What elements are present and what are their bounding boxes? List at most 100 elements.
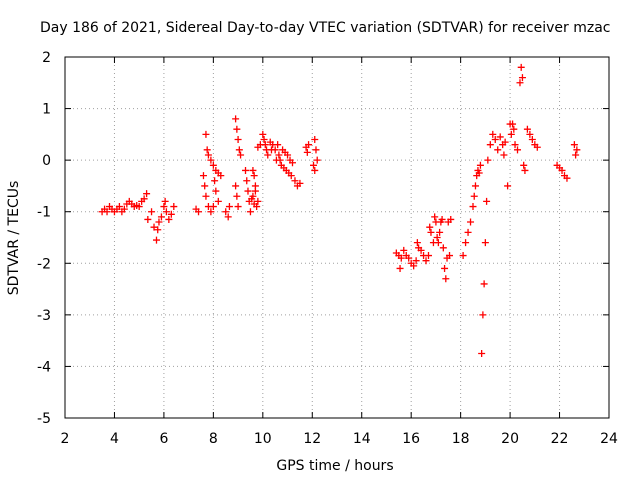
data-point (480, 280, 488, 288)
x-axis-label: GPS time / hours (276, 458, 393, 474)
data-point (120, 205, 128, 213)
data-point (312, 146, 320, 154)
data-point (207, 156, 215, 164)
data-point (233, 125, 241, 133)
data-point (413, 239, 421, 247)
chart-title: Day 186 of 2021, Sidereal Day-to-day VTE… (40, 20, 611, 36)
data-point (563, 174, 571, 182)
data-point (510, 125, 518, 133)
data-point (209, 161, 217, 169)
x-tick-label: 24 (600, 431, 618, 447)
y-tick-label: 2 (42, 50, 51, 66)
data-point (211, 177, 219, 185)
data-point (254, 197, 262, 205)
data-point (476, 161, 484, 169)
data-point (305, 141, 313, 149)
data-point (426, 223, 434, 231)
data-point (500, 151, 508, 159)
data-point (311, 136, 319, 144)
data-point (167, 210, 175, 218)
data-point (475, 169, 483, 177)
y-tick-label: 0 (42, 153, 51, 169)
data-point (436, 228, 444, 236)
data-point (233, 192, 241, 200)
data-point (483, 197, 491, 205)
data-point (491, 136, 499, 144)
data-point (222, 208, 230, 216)
data-point (441, 264, 449, 272)
data-point (144, 215, 152, 223)
data-point (310, 161, 318, 169)
data-point (259, 130, 267, 138)
data-point (274, 141, 282, 149)
data-point (271, 146, 279, 154)
data-point (212, 187, 220, 195)
data-point (489, 130, 497, 138)
data-point (431, 213, 439, 221)
y-tick-label: -2 (37, 256, 51, 272)
data-point (195, 208, 203, 216)
data-point (157, 213, 165, 221)
data-point (496, 133, 504, 141)
data-point (573, 146, 581, 154)
data-point (479, 311, 487, 319)
data-point (251, 182, 259, 190)
data-point (140, 195, 148, 203)
y-tick-label: -1 (37, 205, 51, 221)
data-point (234, 203, 242, 211)
x-tick-label: 4 (110, 431, 119, 447)
data-point (275, 151, 283, 159)
x-tick-label: 14 (353, 431, 371, 447)
data-point (517, 63, 525, 71)
data-point (523, 125, 531, 133)
data-point (533, 143, 541, 151)
data-point (261, 141, 269, 149)
data-point (313, 156, 321, 164)
y-axis-label: SDTVAR / TECUs (6, 181, 22, 296)
data-point (417, 246, 425, 254)
data-point (427, 228, 435, 236)
data-point (243, 177, 251, 185)
y-tick-label: -5 (37, 411, 51, 427)
data-point (410, 262, 418, 270)
data-point (518, 74, 526, 82)
data-point (462, 239, 470, 247)
data-point (242, 166, 250, 174)
data-point (249, 166, 257, 174)
y-tick-labels: -5 -4 -3 -2 -1 0 1 2 (37, 50, 51, 427)
data-point (152, 236, 160, 244)
data-point (464, 228, 472, 236)
data-point (467, 218, 475, 226)
data-point (264, 151, 272, 159)
data-point (459, 252, 467, 260)
data-point (438, 215, 446, 223)
data-point (237, 151, 245, 159)
data-point (511, 141, 519, 149)
data-point (447, 215, 455, 223)
x-tick-label: 18 (452, 431, 470, 447)
data-point (439, 244, 447, 252)
data-point (470, 192, 478, 200)
data-point (303, 148, 311, 156)
x-tick-label: 20 (501, 431, 519, 447)
plot-frame (64, 56, 610, 419)
data-point (214, 197, 222, 205)
data-point (288, 159, 296, 167)
x-tick-label: 16 (402, 431, 420, 447)
data-point (232, 182, 240, 190)
data-point (558, 166, 566, 174)
data-point (165, 215, 173, 223)
data-point (143, 190, 151, 198)
data-point (521, 166, 529, 174)
data-point (469, 203, 477, 211)
data-points (98, 63, 581, 358)
data-point (244, 187, 252, 195)
data-point (162, 208, 170, 216)
data-point (478, 350, 486, 358)
data-point (509, 120, 517, 128)
data-point (276, 156, 284, 164)
data-point (148, 208, 156, 216)
data-point (311, 166, 319, 174)
data-point (202, 130, 210, 138)
